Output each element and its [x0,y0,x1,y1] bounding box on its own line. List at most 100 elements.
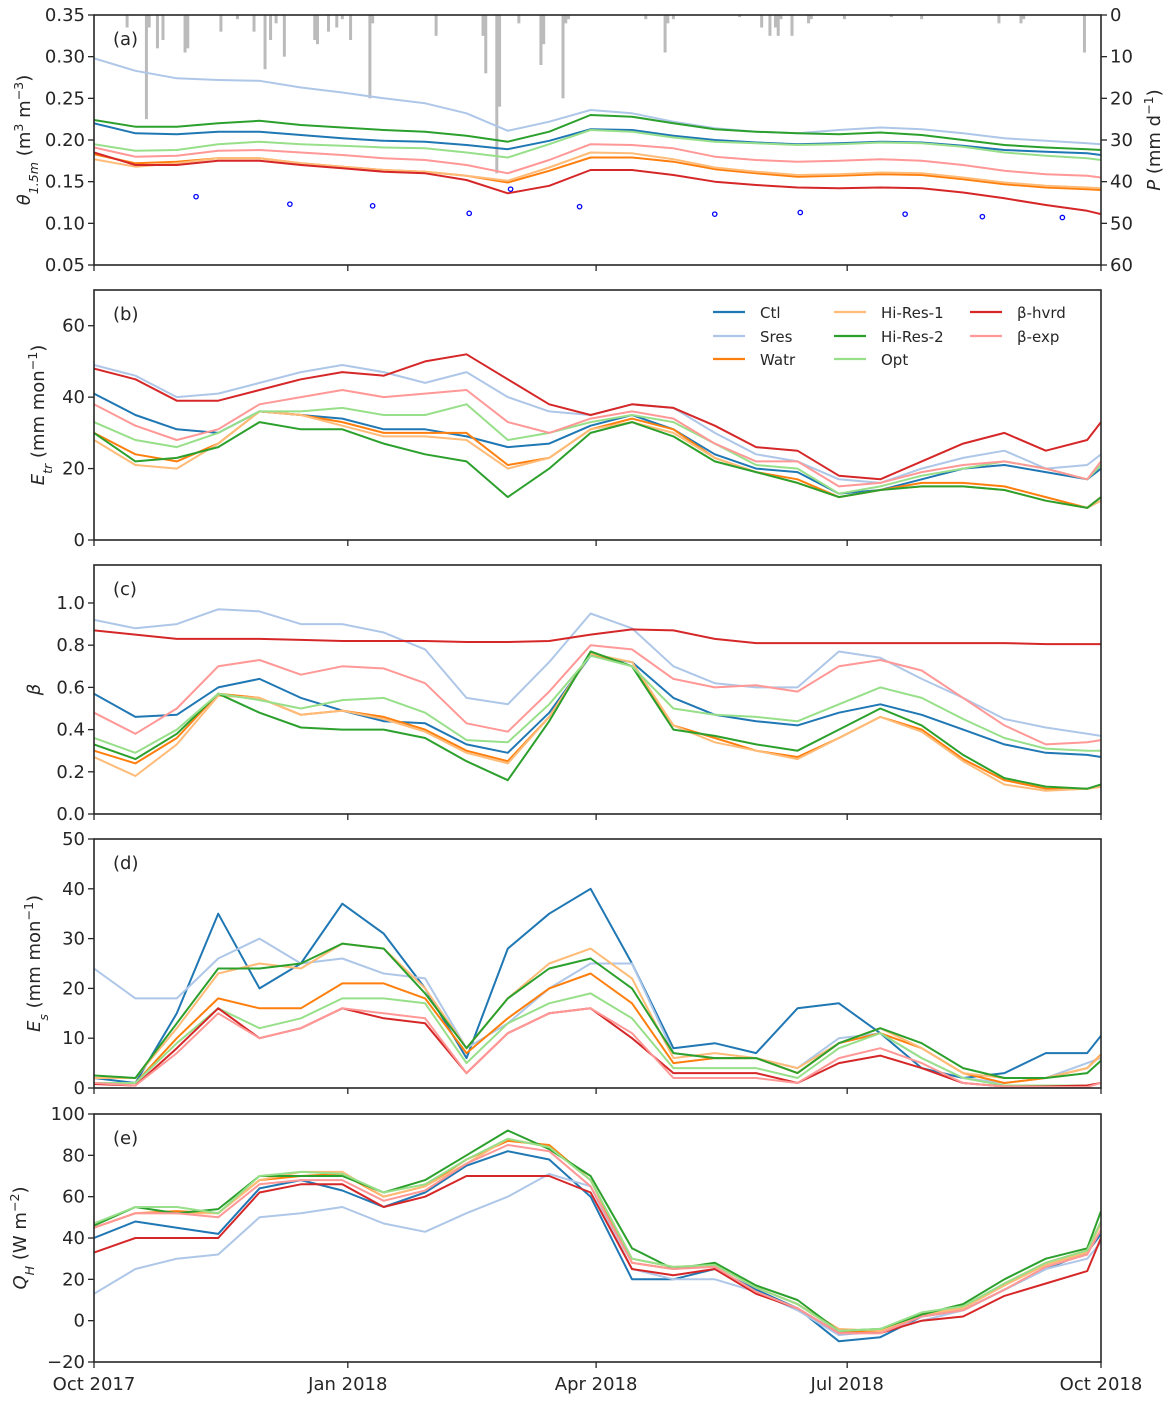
observed-point [711,211,718,218]
precip-bar [790,15,794,36]
panel-label: (e) [113,1128,138,1149]
precip-bar [666,15,670,24]
precip-bar [644,15,648,20]
y-axis-label-part: 1.5m [26,162,41,194]
precip-bar [1019,15,1023,24]
series-line-β-exp [94,1007,1101,1088]
y-axis-label-part: ) [10,1186,31,1193]
y-axis-label-part: E [28,473,49,485]
precip-bar [263,15,267,70]
series-line-β-exp [94,389,1101,488]
precip-bar [997,15,1001,24]
y-tick-label: 0 [74,1078,85,1099]
precip-bar [340,15,344,20]
y-tick-label: 0.0 [56,804,85,825]
series-line-Hi-Res-1 [94,410,1101,509]
x-tick-label: Jul 2018 [810,1374,884,1395]
precip-bar [539,15,543,65]
y-tick-label: 0.25 [45,88,85,109]
panel-b: 0 20 40 60 Etr (mm mon−1) (b) Ctl Sres Watr Hi-Re… [25,289,1102,551]
x-tick-label: Jan 2018 [307,1374,387,1395]
precip-bar [889,15,893,18]
legend-item-β-hvrd: β-hvrd [970,304,1066,322]
y-tick-label: 100 [51,1104,85,1125]
series-line-β-hvrd [94,628,1101,646]
series-line-Watr [94,652,1101,790]
legend-label: Watr [760,351,796,369]
precip-bar [768,15,772,36]
y-tick-label: 20 [62,459,85,480]
y-tick-label: 40 [62,1228,85,1249]
y-tick-label: 0.20 [45,130,85,151]
y2-tick-label: 60 [1110,255,1133,276]
axes-frame [93,564,1102,815]
precip-bar [327,15,331,32]
y-axis-label-part: (mm mon [24,921,45,1015]
precip-bar [1082,15,1086,53]
observed-point [979,213,986,220]
y-tick-label: 40 [62,387,85,408]
series-lines [94,887,1101,1088]
precip-bar [125,15,129,28]
y-tick-label: 30 [62,929,85,950]
y-tick-label: 20 [62,1269,85,1290]
y-tick-label: 0.8 [56,635,85,656]
precip-bar [349,15,353,40]
y-axis-label-part: E [24,1020,45,1032]
y2-axis-label-part: P [1144,180,1165,191]
panel-c: 0.0 0.2 0.4 0.6 0.8 1.0 β (c) [24,564,1102,825]
precip-bar [219,15,223,32]
precip-bar [147,15,151,28]
series-lines [94,1129,1101,1343]
x-tick-label: Oct 2017 [53,1374,136,1395]
y2-tick-label: 20 [1110,88,1133,109]
axes-frame [93,838,1102,1089]
observed-point [797,209,804,216]
series-line-β-hvrd [94,151,1101,216]
panel-label: (b) [113,304,138,325]
series-line-Ctl [94,392,1101,495]
y-axis-label-part: (m [14,132,35,162]
series-line-Hi-Res-1 [94,151,1101,190]
y-axis-label-part: tr [40,463,55,474]
series-line-Watr [94,153,1101,191]
y-axis-label-part: Q [10,1275,31,1289]
precip-bar [235,15,239,20]
y-tick-label: 80 [62,1145,85,1166]
y-tick-label: 0.4 [56,720,85,741]
y-axis-label-part: −3 [11,82,26,101]
precip-bar [183,15,187,53]
y-axis-label-part: s [36,1014,51,1021]
precip-bar [368,15,372,99]
y-tick-label: 0.30 [45,47,85,68]
precip-bar [315,15,319,45]
precip-bar [561,15,565,99]
series-line-β-hvrd [94,1175,1101,1335]
precip-bar [495,15,499,174]
observed-point [193,193,199,200]
series-line-Hi-Res-2 [94,942,1101,1079]
precip-bar [779,15,783,20]
series-line-Hi-Res-1 [94,942,1101,1079]
precip-bar [274,15,278,24]
series-line-Hi-Res-1 [94,1137,1101,1332]
y-axis-label-part: H [22,1265,37,1275]
axes-frame [93,289,1102,541]
legend-item-Ctl: Ctl [713,304,781,322]
precip-bar [542,15,546,45]
legend-item-Hi-Res-1: Hi-Res-1 [834,304,944,322]
legend-item-Opt: Opt [834,351,908,369]
y-axis-label-part: θ [14,194,35,205]
y2-axis-label-part: (mm d [1144,115,1165,180]
y-axis-label-part: 3 [11,124,26,132]
series-line-β-exp [94,143,1101,179]
series-line-Opt [94,992,1101,1087]
y-tick-label: 0 [74,1311,85,1332]
precip-bar [335,15,339,28]
precip-bar [155,15,159,49]
y-tick-label: 0.05 [45,255,85,276]
observed-point [287,201,293,208]
precip-bar [517,15,521,24]
precip-bar [252,15,256,32]
